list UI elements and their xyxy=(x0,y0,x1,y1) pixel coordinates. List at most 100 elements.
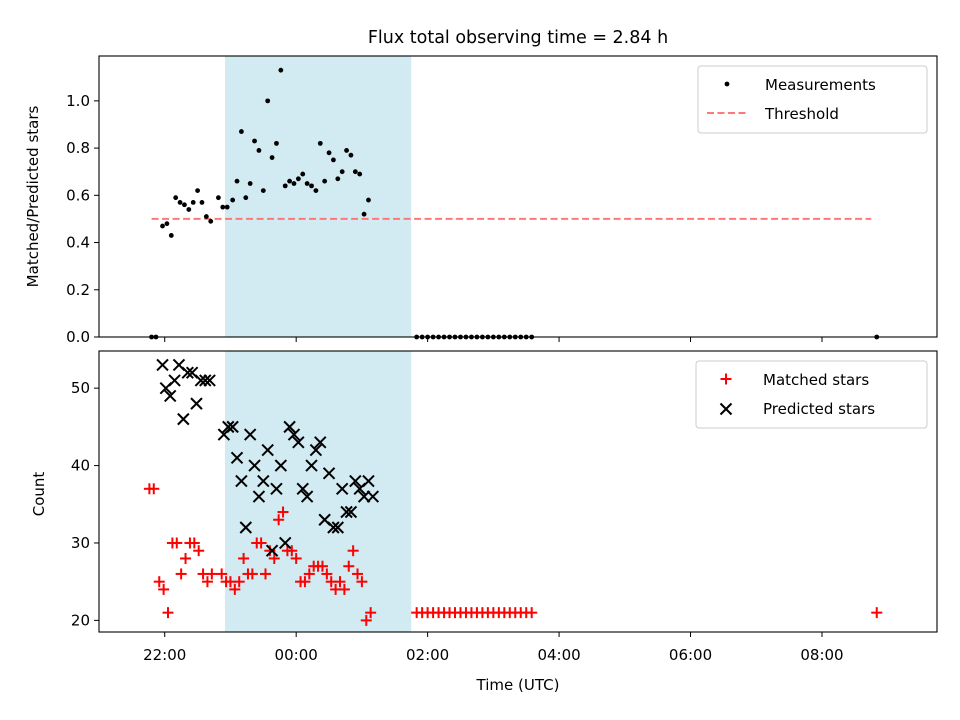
cross-stroke xyxy=(265,544,279,557)
measurement-point xyxy=(269,155,275,160)
cross-stroke xyxy=(177,412,190,426)
measurement-point xyxy=(265,98,271,104)
cross-stroke xyxy=(261,443,274,457)
cross-stroke xyxy=(300,490,314,503)
predicted-point xyxy=(265,544,279,557)
predicted-point xyxy=(322,467,336,480)
predicted-point xyxy=(257,474,270,488)
matched-point xyxy=(229,583,241,595)
predicted-point xyxy=(296,482,309,495)
legend-matched-label: Matched stars xyxy=(763,371,869,389)
predicted-point xyxy=(283,420,296,434)
cross-stroke xyxy=(248,459,261,472)
top-legend: Measurements Threshold xyxy=(697,65,928,134)
legend-measurement-marker xyxy=(724,81,730,87)
predicted-point xyxy=(300,490,314,503)
x-tick-label: 00:00 xyxy=(275,646,318,664)
matched-point xyxy=(188,537,200,549)
cross-stroke xyxy=(270,482,283,495)
matched-point xyxy=(180,552,192,564)
matched-point xyxy=(260,568,272,580)
bottom-plot-area xyxy=(143,358,883,626)
cross-stroke xyxy=(230,451,244,465)
x-tick-label: 08:00 xyxy=(800,646,843,664)
y-tick-label: 0.4 xyxy=(66,234,90,252)
predicted-point xyxy=(335,482,349,495)
predicted-point xyxy=(362,474,375,488)
y-tick-label: 1.0 xyxy=(66,92,90,110)
measurement-point xyxy=(335,176,341,182)
predicted-point xyxy=(156,358,169,372)
measurement-point xyxy=(274,140,279,146)
predicted-point xyxy=(230,451,244,465)
measurement-point xyxy=(239,129,244,134)
measurement-point xyxy=(243,195,249,201)
measurement-point xyxy=(317,140,323,146)
matched-point xyxy=(365,607,377,619)
predicted-point xyxy=(261,443,274,457)
predicted-point xyxy=(163,389,177,403)
matched-point xyxy=(277,506,289,518)
y-tick-label: 40 xyxy=(71,457,90,475)
matched-point xyxy=(216,568,228,580)
matched-point xyxy=(352,568,364,580)
predicted-point xyxy=(190,397,203,410)
cross-stroke xyxy=(226,420,239,434)
matched-point xyxy=(871,607,883,619)
measurement-point xyxy=(348,152,354,158)
measurement-point xyxy=(247,181,253,186)
cross-stroke xyxy=(357,490,371,503)
measurement-point xyxy=(309,183,314,189)
measurement-point xyxy=(300,171,306,177)
x-tick-label: 06:00 xyxy=(669,646,712,664)
measurement-point xyxy=(173,195,179,201)
cross-stroke xyxy=(340,505,353,519)
measurement-point xyxy=(224,204,230,210)
measurement-point xyxy=(220,204,226,210)
matched-point xyxy=(268,552,280,564)
measurement-point xyxy=(260,188,266,193)
predicted-point xyxy=(252,490,266,503)
y-tick-label: 50 xyxy=(71,379,90,397)
cross-stroke xyxy=(199,374,212,387)
matched-point xyxy=(290,552,302,564)
matched-point xyxy=(175,568,187,580)
measurement-point xyxy=(295,176,301,182)
x-tick-label: 02:00 xyxy=(406,646,449,664)
matched-point xyxy=(233,576,245,588)
cross-stroke xyxy=(309,443,323,457)
matched-point xyxy=(321,568,333,580)
matched-point xyxy=(193,545,205,557)
y-tick-label: 0.2 xyxy=(66,281,90,299)
cross-stroke xyxy=(203,374,216,387)
matched-point xyxy=(255,537,267,549)
cross-stroke xyxy=(719,402,733,416)
measurement-point xyxy=(190,200,196,205)
legend-cross-glyph xyxy=(719,402,733,416)
measurement-point xyxy=(177,200,183,205)
predicted-point xyxy=(274,459,288,472)
cross-stroke xyxy=(156,358,169,372)
cross-stroke xyxy=(327,521,340,534)
matched-point xyxy=(264,545,276,557)
predicted-point xyxy=(203,374,216,387)
predicted-point xyxy=(239,521,252,534)
measurement-point xyxy=(216,195,221,201)
measurement-point xyxy=(313,188,319,193)
cross-stroke xyxy=(185,366,199,379)
predicted-point xyxy=(177,412,190,426)
cross-stroke xyxy=(279,536,292,550)
predicted-point xyxy=(366,490,380,503)
measurement-point xyxy=(252,138,257,144)
measurement-point xyxy=(182,202,187,208)
legend-matched-marker xyxy=(720,373,732,385)
predicted-point xyxy=(331,521,345,534)
measurement-point xyxy=(160,223,165,229)
bottom-x-axis: 22:00 00:00 02:00 04:00 06:00 08:00 xyxy=(143,632,844,664)
predicted-point xyxy=(270,482,283,495)
cross-stroke xyxy=(344,505,358,519)
x-tick-label: 04:00 xyxy=(537,646,580,664)
predicted-point xyxy=(349,474,362,488)
measurement-point xyxy=(282,183,288,189)
